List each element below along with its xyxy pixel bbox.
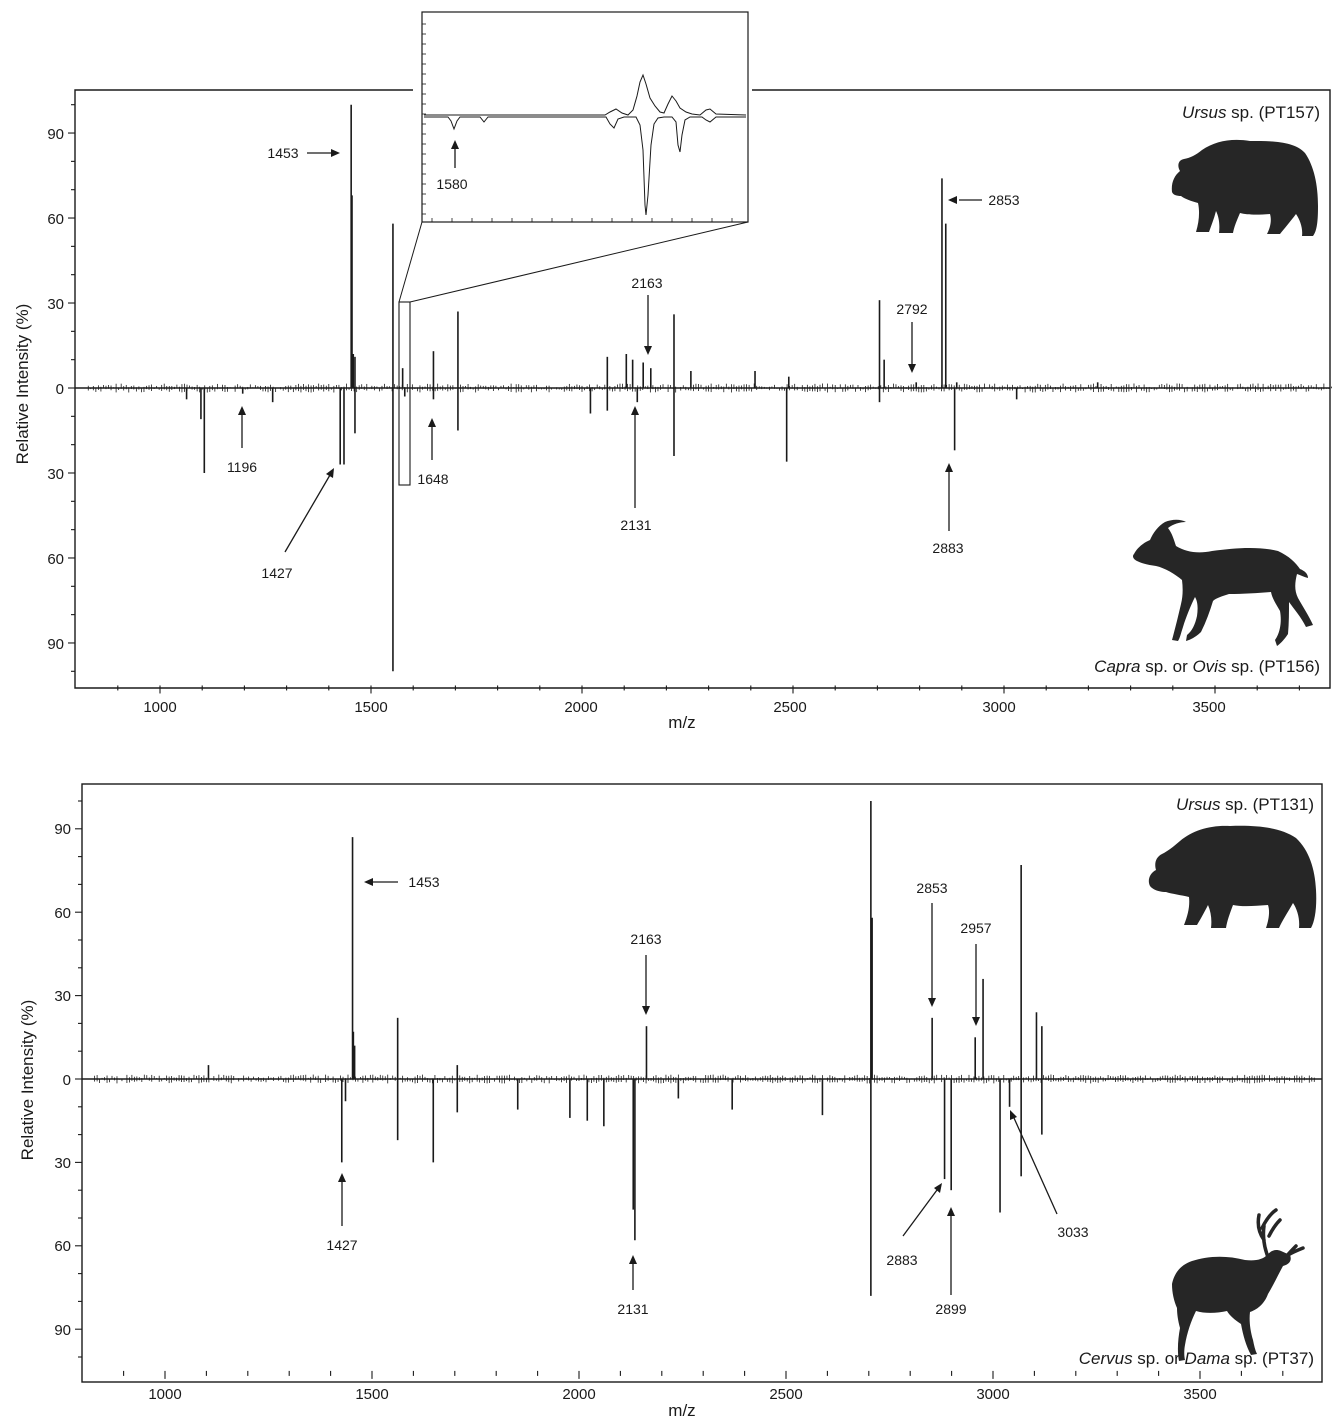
panel-top-species-top-rest: sp. (PT157) [1226, 103, 1320, 122]
inset-trace-top [424, 73, 747, 116]
panel-top-ytick-30: 30 [47, 296, 64, 313]
panel-top-xtick-1000: 1000 [143, 699, 176, 716]
label-2957: 2957 [960, 920, 991, 936]
zoom-connector-right [409, 221, 749, 303]
panel-top-ticks [68, 104, 1300, 694]
panel-bottom-species-bottom-rest: sp. (PT37) [1230, 1349, 1314, 1368]
zoom-region-box [398, 301, 411, 486]
label-2883: 2883 [932, 540, 963, 556]
panel-top-ytick-0: 0 [56, 381, 64, 398]
panel-top-xlabel: m/z [668, 713, 695, 732]
goat-silhouette-icon [1133, 519, 1313, 646]
label-2792: 2792 [896, 301, 927, 317]
panel-top-genus-bottom-1: Capra [1094, 657, 1140, 676]
panel-top-peaks [87, 104, 1332, 672]
label-2131: 2131 [620, 517, 651, 533]
panel-bottom-xlabel: m/z [668, 1401, 695, 1420]
panel-top-species-bottom-rest: sp. (PT156) [1226, 657, 1320, 676]
panel-bottom-ytick-90: 90 [54, 821, 71, 838]
panel-top-ytick-60: 60 [47, 211, 64, 228]
inset-ticks [422, 23, 733, 222]
panel-bottom-ytick-b30: 30 [54, 1155, 71, 1172]
label-1453: 1453 [408, 874, 439, 890]
label-1648: 1648 [417, 471, 448, 487]
label-1196: 1196 [227, 459, 257, 475]
panel-top-ytick-90: 90 [47, 126, 64, 143]
label-3033: 3033 [1057, 1224, 1088, 1240]
panel-bottom-xtick-3000: 3000 [976, 1386, 1009, 1403]
panel-bottom-ytick-30: 30 [54, 988, 71, 1005]
panel-top: 90 60 30 0 30 60 90 1000 1500 2000 2500 … [13, 11, 1332, 732]
panel-top-ytick-b30: 30 [47, 466, 64, 483]
panel-bottom-species-bottom: Cervus sp. or Dama sp. (PT37) [1079, 1349, 1314, 1368]
label-2163: 2163 [630, 931, 661, 947]
panel-top-ytick-b60: 60 [47, 551, 64, 568]
inset-label-1580: 1580 [436, 176, 467, 192]
panel-top-species-top: Ursus sp. (PT157) [1182, 103, 1320, 122]
panel-top-annotations [238, 149, 982, 553]
panel-top-frame [74, 89, 1331, 689]
panel-top-ylabel: Relative Intensity (%) [13, 304, 32, 465]
panel-bottom-peaks [94, 801, 1315, 1296]
zoom-connector-left [398, 221, 423, 303]
panel-top-xtick-1500: 1500 [354, 699, 387, 716]
deer-silhouette-icon [1172, 1208, 1305, 1361]
panel-bottom-ytick-b90: 90 [54, 1322, 71, 1339]
panel-bottom-annotations [338, 878, 1058, 1295]
panel-bottom-species-top-rest: sp. (PT131) [1220, 795, 1314, 814]
label-2163: 2163 [631, 275, 662, 291]
panel-top-xtick-3000: 3000 [982, 699, 1015, 716]
label-2883: 2883 [886, 1252, 917, 1268]
panel-top-ytick-b90: 90 [47, 636, 64, 653]
label-1427: 1427 [326, 1237, 357, 1253]
panel-bottom: 90 60 30 0 30 60 90 1000 1500 2000 2500 … [18, 783, 1323, 1420]
panel-top-xtick-3500: 3500 [1192, 699, 1225, 716]
bear-silhouette-icon [1148, 825, 1317, 928]
panel-bottom-xtick-2000: 2000 [562, 1386, 595, 1403]
inset-zoom: 1580 [421, 11, 749, 223]
panel-top-species-bottom: Capra sp. or Ovis sp. (PT156) [1094, 657, 1320, 676]
panel-bottom-xtick-3500: 3500 [1183, 1386, 1216, 1403]
panel-bottom-frame [81, 783, 1323, 1383]
label-2131: 2131 [617, 1301, 648, 1317]
panel-top-xtick-2500: 2500 [773, 699, 806, 716]
panel-bottom-ytick-0: 0 [63, 1072, 71, 1089]
panel-bottom-xtick-1000: 1000 [148, 1386, 181, 1403]
panel-bottom-ytick-b60: 60 [54, 1238, 71, 1255]
panel-top-xtick-2000: 2000 [564, 699, 597, 716]
label-2853: 2853 [988, 192, 1019, 208]
panel-bottom-xtick-1500: 1500 [355, 1386, 388, 1403]
panel-bottom-genus-top: Ursus [1176, 795, 1221, 814]
inset-trace-bottom [424, 116, 746, 216]
panel-bottom-species-top: Ursus sp. (PT131) [1176, 795, 1314, 814]
bear-silhouette-icon [1171, 139, 1318, 236]
panel-top-species-bottom-mid: sp. or [1140, 657, 1192, 676]
panel-top-genus-bottom-2: Ovis [1192, 657, 1227, 676]
panel-bottom-ticks [75, 800, 1284, 1379]
label-1427: 1427 [261, 565, 292, 581]
label-2899: 2899 [935, 1301, 966, 1317]
panel-bottom-ylabel: Relative Intensity (%) [18, 1000, 37, 1161]
label-1453: 1453 [267, 145, 298, 161]
panel-bottom-genus-bottom-2: Dama [1185, 1349, 1230, 1368]
panel-bottom-genus-bottom-1: Cervus [1079, 1349, 1133, 1368]
panel-bottom-ytick-60: 60 [54, 905, 71, 922]
label-2853: 2853 [916, 880, 947, 896]
panel-bottom-xtick-2500: 2500 [769, 1386, 802, 1403]
panel-bottom-species-bottom-mid: sp. or [1133, 1349, 1185, 1368]
panel-top-genus-top: Ursus [1182, 103, 1227, 122]
